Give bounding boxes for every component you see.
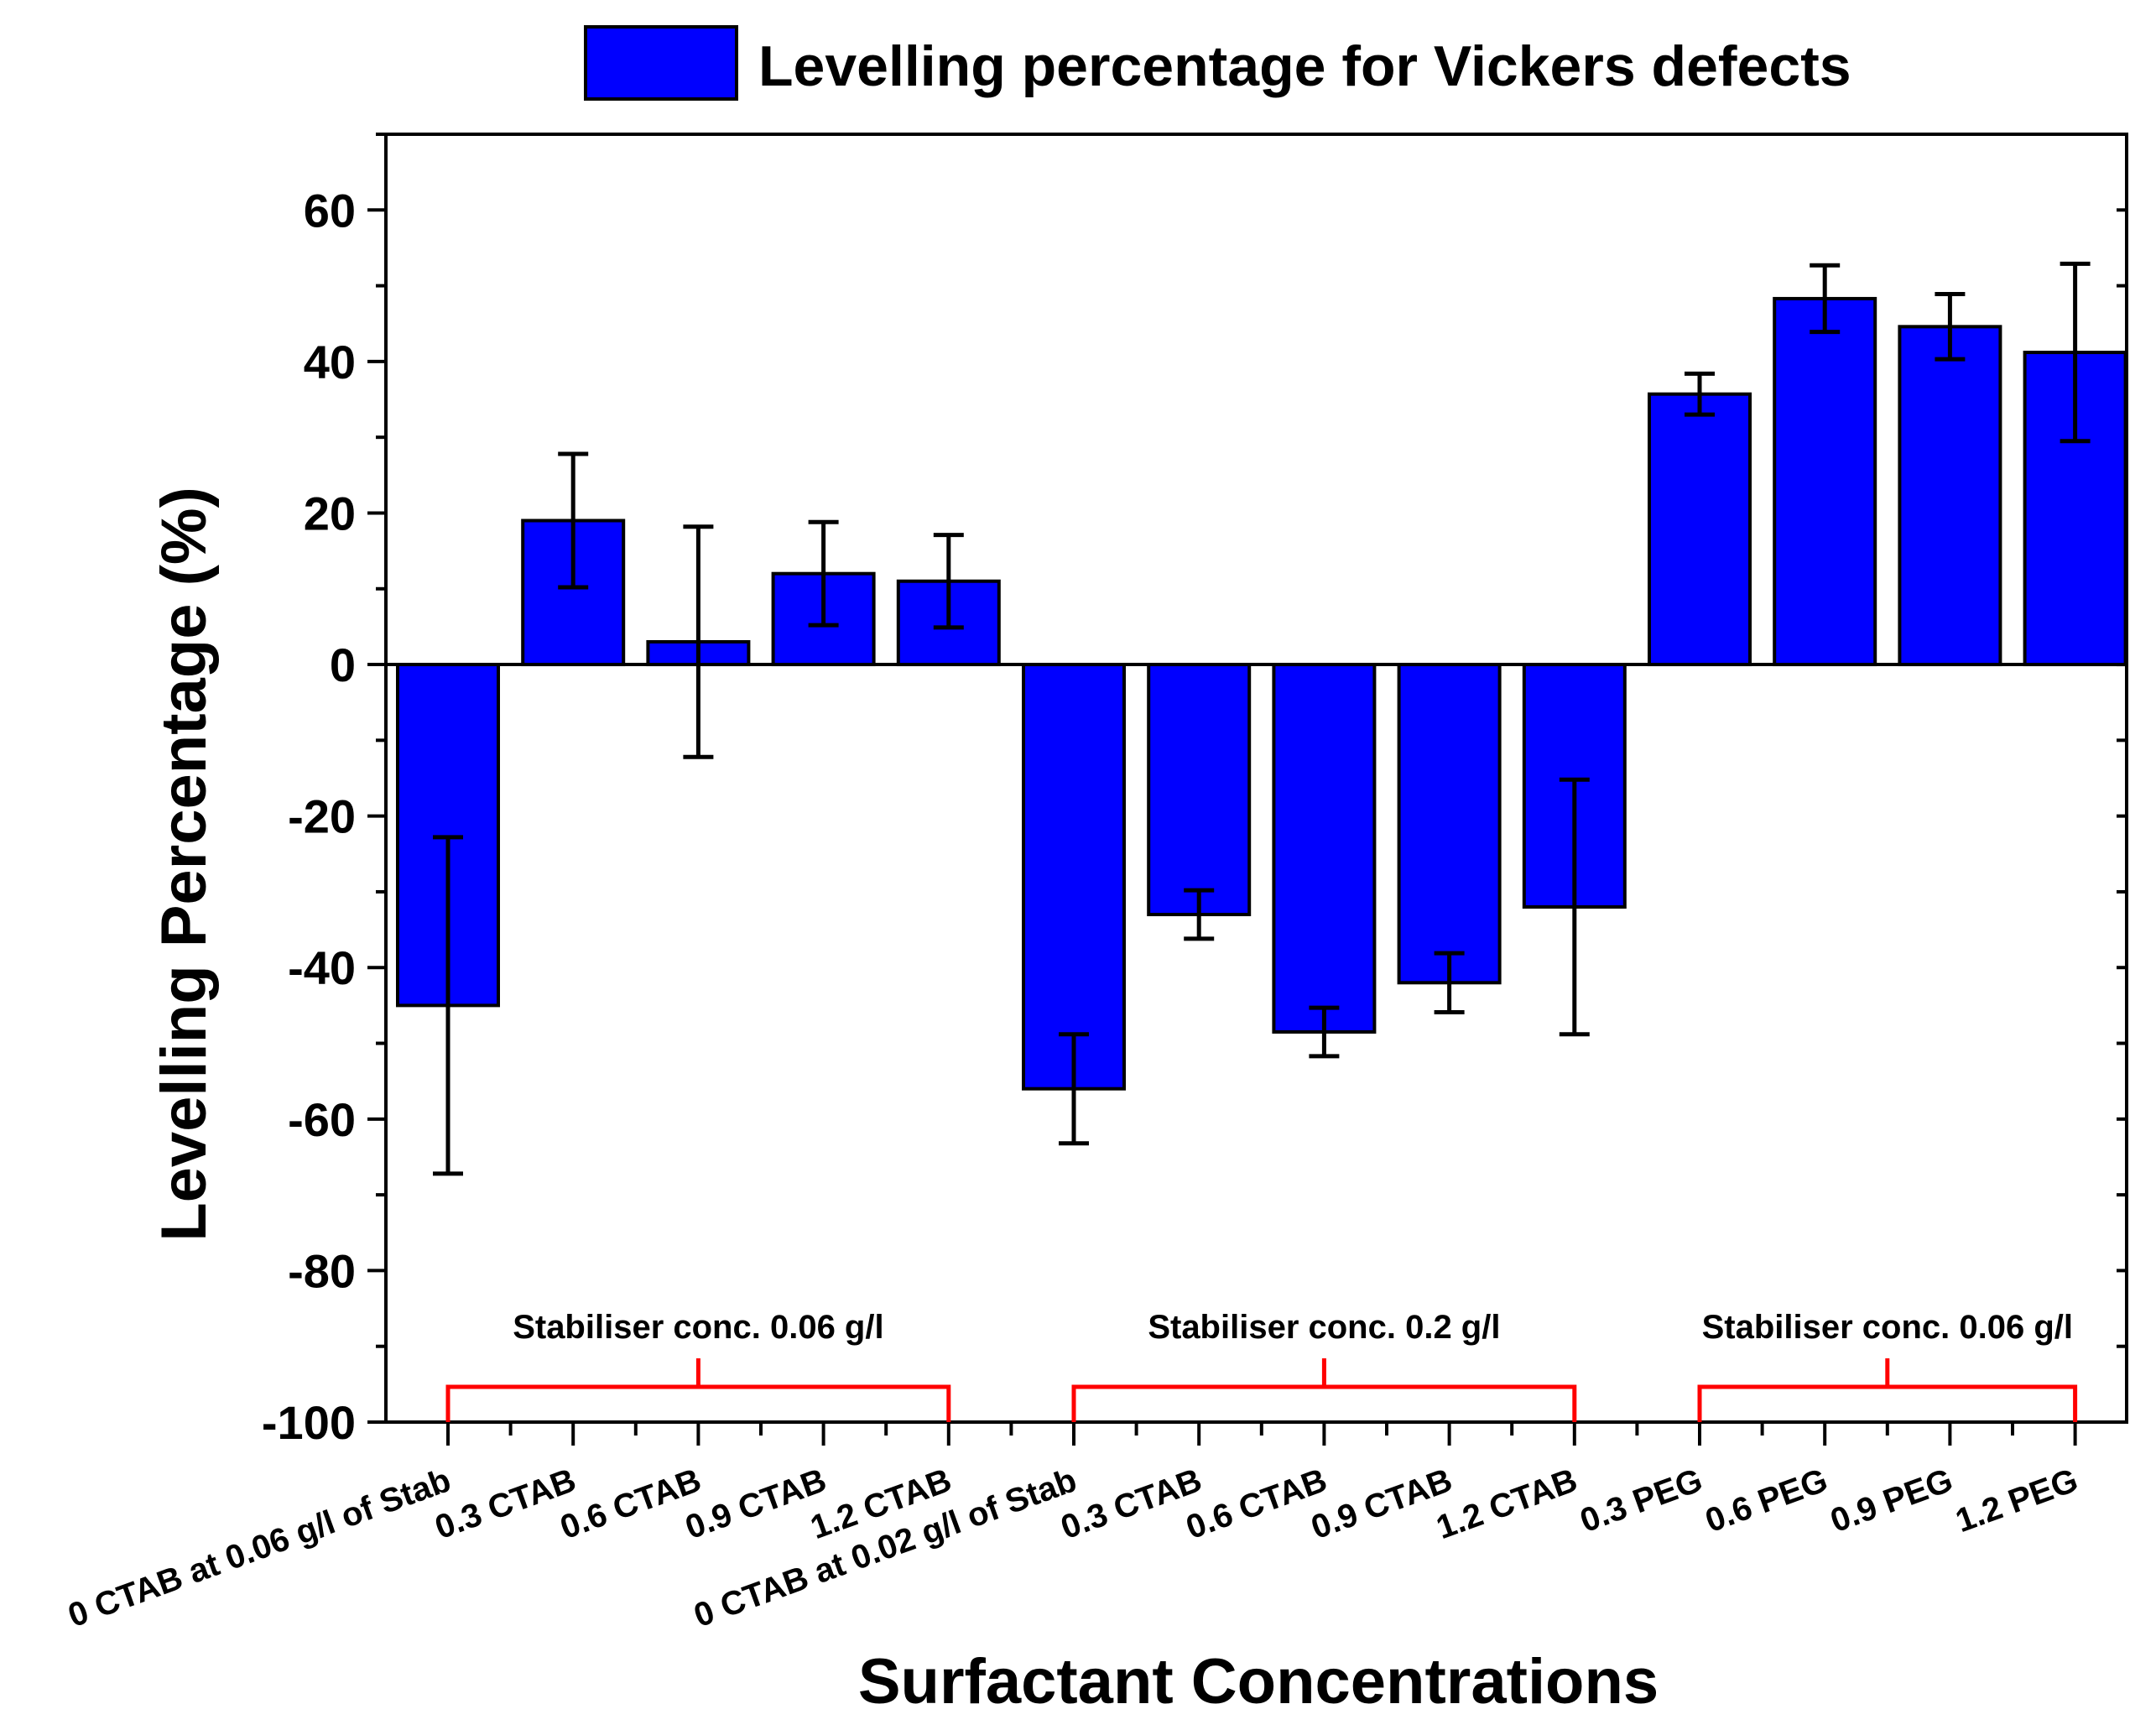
y-tick-label: 20 [304,487,356,539]
y-tick-label: -60 [288,1093,356,1146]
bar [1022,663,1126,1091]
x-tick-label: 0 CTAB at 0.06 g/l of Stab [64,1462,456,1634]
x-axis-title: Surfactant Concentrations [858,1646,1659,1717]
y-tick-label: -80 [288,1244,356,1297]
group-bracket [1071,1384,1577,1422]
bar [1648,392,1752,667]
x-tick-label: 0.3 CTAB [430,1462,581,1546]
bar [1898,325,2002,667]
x-tick-label: 0.3 CTAB [1056,1462,1206,1546]
y-tick-label: -100 [262,1396,356,1449]
y-tick-label: -40 [288,941,356,994]
group-bracket [445,1384,951,1422]
group-label: Stabiliser conc. 0.06 g/l [1702,1309,2073,1346]
legend-swatch [584,25,738,101]
y-axis-title: Levelling Percentage (%) [148,487,220,1242]
y-tick-label: 0 [330,638,356,691]
x-tick-label: 0.9 PEG [1825,1462,1957,1540]
x-tick-label: 0.9 CTAB [680,1462,831,1546]
x-tick-label: 0.6 CTAB [555,1462,706,1546]
bar [1397,663,1502,985]
x-tick-label: 0.9 CTAB [1306,1462,1456,1546]
plot-frame [384,133,2128,1424]
bar [1773,296,1877,667]
x-tick-label: 0.6 CTAB [1181,1462,1331,1546]
y-tick-label: 60 [304,184,356,237]
x-tick-label: 0.3 PEG [1575,1462,1707,1540]
bar [1147,663,1252,917]
x-tick-label: 1.2 PEG [1951,1462,2083,1540]
group-label: Stabiliser conc. 0.2 g/l [1148,1309,1500,1346]
group-bracket [1697,1384,2078,1422]
x-tick-label: 1.2 CTAB [1432,1462,1582,1546]
legend-label: Levelling percentage for Vickers defects [758,34,1851,98]
y-tick-label: 40 [304,336,356,388]
y-tick-label: -20 [288,790,356,843]
x-tick-label: 0.6 PEG [1700,1462,1832,1540]
group-label: Stabiliser conc. 0.06 g/l [513,1309,883,1346]
bar [1272,663,1377,1034]
